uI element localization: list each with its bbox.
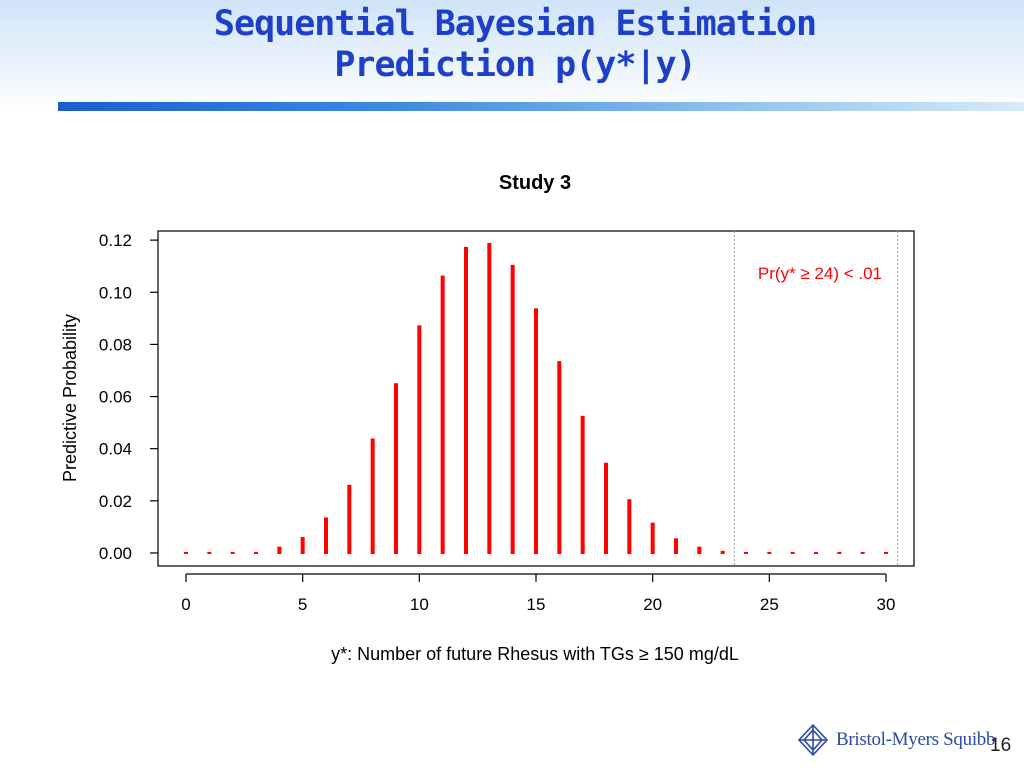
title-underline-bar: [58, 102, 1024, 111]
bar: [394, 383, 398, 554]
bar: [837, 551, 842, 554]
company-logo-text: Bristol-Myers Squibb: [836, 729, 996, 750]
y-tick-label: 0.12: [99, 231, 132, 250]
bar: [580, 415, 585, 554]
x-tick-label: 20: [643, 595, 662, 614]
bar: [744, 551, 748, 554]
bar: [674, 538, 678, 554]
bar: [277, 546, 282, 554]
slide-title: Sequential Bayesian Estimation: [213, 4, 817, 44]
x-tick-label: 25: [760, 595, 779, 614]
bar: [534, 308, 538, 554]
bar: [884, 551, 888, 554]
chart-title: Study 3: [499, 172, 571, 194]
plot-frame: [157, 230, 915, 567]
y-tick-label: 0.04: [99, 440, 132, 459]
company-logo: Bristol-Myers Squibb: [796, 722, 996, 758]
y-tick-label: 0.10: [99, 283, 132, 302]
bar: [254, 551, 258, 554]
bar: [417, 325, 422, 554]
x-axis-label: y*: Number of future Rhesus with TGs ≥ 1…: [331, 644, 739, 664]
x-tick-label: 30: [877, 595, 896, 614]
bar: [324, 517, 328, 554]
bar: [790, 551, 795, 554]
bar: [604, 462, 608, 554]
page-number: 16: [990, 735, 1012, 756]
y-tick-label: 0.02: [99, 492, 132, 511]
header-band: [0, 0, 1024, 110]
bar: [720, 550, 725, 554]
bar: [440, 275, 445, 554]
bar: [767, 551, 772, 554]
x-tick-label: 15: [527, 595, 546, 614]
x-tick-label: 5: [298, 595, 307, 614]
bar: [650, 522, 655, 554]
bar: [814, 551, 818, 554]
bar: [347, 484, 352, 554]
y-axis-label: Predictive Probability: [60, 314, 80, 482]
bar: [184, 551, 188, 554]
x-tick-label: 10: [410, 595, 429, 614]
probability-annotation: Pr(y* ≥ 24) < .01: [758, 264, 882, 283]
bar: [207, 551, 212, 554]
bar: [557, 361, 562, 554]
y-tick-label: 0.08: [99, 335, 132, 354]
y-tick-label: 0.00: [99, 544, 132, 563]
bms-logo-icon: [797, 723, 829, 757]
bar: [370, 438, 375, 554]
x-tick-label: 0: [181, 595, 190, 614]
bar: [860, 551, 865, 554]
bar: [230, 551, 235, 554]
slide-subtitle: Prediction p(y*|y): [334, 45, 696, 85]
bar: [627, 499, 632, 554]
y-tick-label: 0.06: [99, 388, 132, 407]
bar: [464, 246, 468, 554]
bar: [510, 264, 515, 554]
bar: [487, 242, 492, 554]
bar: [697, 546, 702, 554]
bar: [300, 537, 305, 554]
